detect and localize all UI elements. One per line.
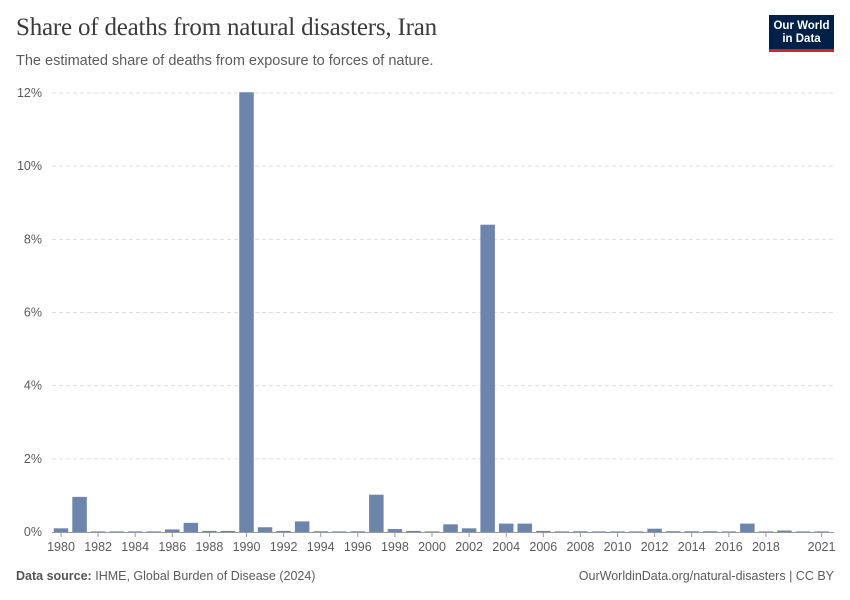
bar-2017 <box>740 523 755 532</box>
bar-2005 <box>517 523 532 532</box>
x-tick-label-2014: 2014 <box>678 540 706 554</box>
bar-1984 <box>127 531 143 532</box>
bar-1980 <box>53 528 69 532</box>
bar-1996 <box>350 531 366 532</box>
y-tick-label-2: 2% <box>24 452 42 466</box>
bar-1985 <box>146 531 161 532</box>
bar-2001 <box>443 524 458 532</box>
bar-1990 <box>239 92 254 532</box>
bar-2015 <box>703 531 718 532</box>
bar-2003 <box>480 224 495 532</box>
bar-2006 <box>536 530 551 532</box>
bar-2014 <box>684 531 699 532</box>
bar-2018 <box>758 531 774 532</box>
bar-1981 <box>72 496 87 532</box>
bar-2007 <box>554 531 570 532</box>
bar-1992 <box>276 530 291 532</box>
bar-1994 <box>313 531 328 532</box>
bar-1991 <box>257 527 273 532</box>
logo-line-1: Our World <box>773 20 830 32</box>
x-tick-label-2021: 2021 <box>808 540 836 554</box>
bar-2019 <box>777 530 792 532</box>
chart-title: Share of deaths from natural disasters, … <box>16 14 437 41</box>
x-tick-label-1996: 1996 <box>344 540 372 554</box>
bar-2004 <box>498 523 514 532</box>
y-tick-label-12: 12% <box>17 86 42 100</box>
bar-2016 <box>721 531 737 532</box>
data-source: Data source: IHME, Global Burden of Dise… <box>16 569 315 583</box>
logo-line-2: in Data <box>782 33 821 45</box>
bar-1982 <box>90 531 106 532</box>
bar-1983 <box>109 531 124 532</box>
x-tick-label-1990: 1990 <box>233 540 261 554</box>
y-tick-label-8: 8% <box>24 232 42 246</box>
bar-1997 <box>369 494 384 532</box>
bar-2011 <box>628 531 644 532</box>
x-tick-label-1982: 1982 <box>84 540 112 554</box>
bar-2002 <box>461 528 477 532</box>
x-tick-label-2016: 2016 <box>715 540 743 554</box>
bar-1993 <box>294 521 310 532</box>
x-tick-label-2010: 2010 <box>604 540 632 554</box>
bar-1995 <box>332 531 347 532</box>
data-source-text: IHME, Global Burden of Disease (2024) <box>95 569 316 583</box>
x-tick-label-2006: 2006 <box>529 540 557 554</box>
x-tick-label-1986: 1986 <box>158 540 186 554</box>
x-tick-label-2008: 2008 <box>566 540 594 554</box>
y-tick-label-0: 0% <box>24 525 42 539</box>
bar-2013 <box>665 531 681 532</box>
bar-1998 <box>387 529 403 532</box>
x-tick-label-1984: 1984 <box>121 540 149 554</box>
x-tick-label-1980: 1980 <box>47 540 75 554</box>
gridlines <box>52 92 834 460</box>
bar-1986 <box>165 529 180 532</box>
bar-1999 <box>406 530 421 532</box>
y-tick-label-6: 6% <box>24 306 42 320</box>
x-tick-label-2002: 2002 <box>455 540 483 554</box>
x-axis: 1980 1982 1984 1986 1988 1990 1992 1994 1996 1998… <box>47 532 835 554</box>
bar-2000 <box>424 531 440 532</box>
x-tick-label-1998: 1998 <box>381 540 409 554</box>
x-tick-label-2018: 2018 <box>752 540 780 554</box>
bar-2020 <box>795 531 811 532</box>
x-tick-label-1994: 1994 <box>307 540 335 554</box>
chart-subtitle: The estimated share of deaths from expos… <box>16 53 434 69</box>
y-axis-labels: 0% 2% 4% 6% 8% 10% 12% <box>17 86 42 539</box>
bar-2010 <box>610 531 625 532</box>
bars <box>53 92 829 532</box>
x-tick-label-2004: 2004 <box>492 540 520 554</box>
bar-1987 <box>183 522 199 532</box>
bar-2008 <box>573 531 588 532</box>
data-source-label: Data source: <box>16 569 92 583</box>
y-tick-label-4: 4% <box>24 379 42 393</box>
x-tick-label-2000: 2000 <box>418 540 446 554</box>
bar-1989 <box>220 530 236 532</box>
x-tick-label-1992: 1992 <box>270 540 298 554</box>
x-tick-label-1988: 1988 <box>195 540 223 554</box>
bar-2021 <box>814 531 829 532</box>
bar-2012 <box>647 528 662 532</box>
y-tick-label-10: 10% <box>17 159 42 173</box>
source-url-link[interactable]: OurWorldinData.org/natural-disasters | C… <box>578 569 834 583</box>
x-tick-label-2012: 2012 <box>641 540 669 554</box>
owid-logo[interactable]: Our World in Data <box>769 15 834 52</box>
bar-2009 <box>591 531 607 532</box>
bar-1988 <box>202 530 217 532</box>
